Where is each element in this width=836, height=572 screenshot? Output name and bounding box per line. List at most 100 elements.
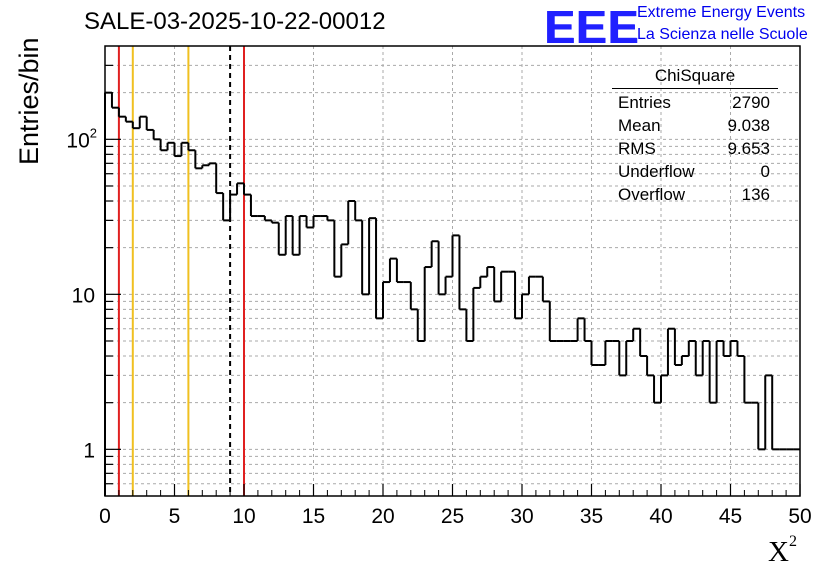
- histogram-bin: [416, 309, 425, 342]
- x-tick-label: 20: [371, 505, 394, 528]
- histogram-bin: [500, 270, 509, 302]
- x-tick-label: 45: [719, 505, 742, 528]
- histogram-bin: [305, 216, 314, 229]
- stats-label: Mean: [618, 116, 661, 135]
- histogram-bin: [215, 163, 224, 195]
- x-tick-label: 0: [99, 505, 111, 528]
- stats-title: ChiSquare: [612, 66, 778, 89]
- x-tick-label: 40: [649, 505, 672, 528]
- histogram-bin: [145, 116, 154, 131]
- run-title: SALE-03-2025-10-22-00012: [84, 8, 386, 35]
- x-tick-label: 25: [441, 505, 464, 528]
- x-axis-label: X2: [768, 533, 797, 569]
- y-tick-label: 1: [83, 439, 95, 462]
- histogram-bin: [583, 318, 592, 342]
- histogram-bin: [458, 235, 467, 311]
- histogram-bin: [590, 340, 599, 367]
- histogram-bin: [159, 139, 168, 152]
- histogram-bin: [486, 266, 495, 277]
- histogram-bin: [771, 375, 780, 451]
- histogram-bin: [646, 356, 655, 377]
- histogram-bin: [514, 271, 522, 320]
- histogram-bin: [694, 340, 703, 377]
- histogram-bin: [124, 116, 133, 123]
- histogram-bin: [653, 375, 661, 404]
- histogram-bin: [687, 339, 696, 357]
- histogram-bin: [229, 193, 238, 221]
- histogram-bin: [527, 275, 536, 295]
- histogram-bin: [423, 266, 432, 341]
- x-tick-label: 10: [232, 505, 255, 528]
- histogram-bin: [340, 243, 349, 277]
- histogram-bin: [173, 142, 182, 158]
- histogram-bin: [201, 164, 210, 169]
- histogram-bin: [632, 327, 641, 341]
- histogram-bin: [680, 355, 689, 366]
- stats-label: Overflow: [618, 185, 686, 204]
- histogram-bin: [243, 183, 251, 196]
- histogram-bin: [701, 339, 710, 376]
- stats-value: 9.038: [727, 116, 770, 135]
- histogram-bin: [291, 216, 300, 256]
- histogram-bin: [666, 327, 675, 376]
- histogram-bin: [757, 402, 766, 451]
- histogram-bin: [354, 201, 363, 222]
- histogram-bin: [493, 267, 502, 303]
- y-tick-label-base: 1: [83, 439, 95, 462]
- histogram-bin: [194, 150, 203, 170]
- histogram-bin: [117, 107, 126, 118]
- histogram-bin: [138, 115, 147, 129]
- y-tick-label-base: 10: [66, 129, 89, 152]
- histogram-bin: [110, 92, 119, 109]
- x-axis-label-base: X: [768, 536, 789, 568]
- stats-value: 0: [760, 162, 770, 181]
- histogram-bin: [382, 281, 390, 319]
- histogram-bin: [472, 286, 481, 341]
- stats-row: Entries 2790: [612, 91, 778, 114]
- histogram-bin: [743, 356, 752, 404]
- x-tick-label: 50: [788, 505, 811, 528]
- histogram-bin: [729, 339, 738, 357]
- eee-logo: EEE: [544, 1, 640, 53]
- histogram-bin: [180, 141, 189, 157]
- stats-value: 136: [741, 185, 770, 204]
- histogram-bin: [576, 317, 585, 341]
- histogram-bin: [368, 217, 377, 295]
- y-tick-label: 102: [66, 125, 97, 152]
- stats-label: Entries: [618, 93, 671, 112]
- histogram-bin: [736, 340, 745, 358]
- stats-value: 2790: [732, 93, 770, 112]
- histogram-bin: [639, 328, 648, 358]
- stats-row: RMS 9.653: [612, 137, 778, 160]
- histogram-bin: [444, 275, 453, 295]
- histogram-bin: [604, 339, 613, 366]
- histogram-bin: [521, 293, 529, 319]
- histogram-bin: [451, 234, 460, 277]
- x-axis-label-sup: 2: [788, 533, 797, 551]
- histogram-bin: [479, 275, 488, 288]
- histogram-bin: [236, 182, 244, 195]
- histogram-bin: [277, 222, 286, 256]
- histogram-bin: [347, 200, 356, 245]
- x-tick-label: 35: [580, 505, 603, 528]
- histogram-bin: [722, 340, 731, 358]
- histogram-bin: [715, 339, 724, 403]
- histogram-bin: [430, 240, 439, 268]
- histogram-bin: [284, 215, 293, 255]
- y-tick-label: 10: [72, 284, 95, 307]
- histogram-bin: [465, 309, 474, 342]
- histogram-bin: [270, 220, 279, 224]
- histogram-bin: [166, 141, 175, 151]
- stats-row: Underflow 0: [612, 160, 778, 183]
- stats-row: Overflow 136: [612, 183, 778, 206]
- histogram-bin: [708, 340, 717, 404]
- histogram-bin: [660, 374, 668, 403]
- stats-label: Underflow: [618, 162, 695, 181]
- histogram-bin: [388, 257, 397, 283]
- histogram-bin: [131, 121, 140, 130]
- histogram-bin: [312, 215, 321, 228]
- x-tick-label: 30: [510, 505, 533, 528]
- histogram-bin: [249, 194, 258, 218]
- histogram-bin: [187, 142, 196, 152]
